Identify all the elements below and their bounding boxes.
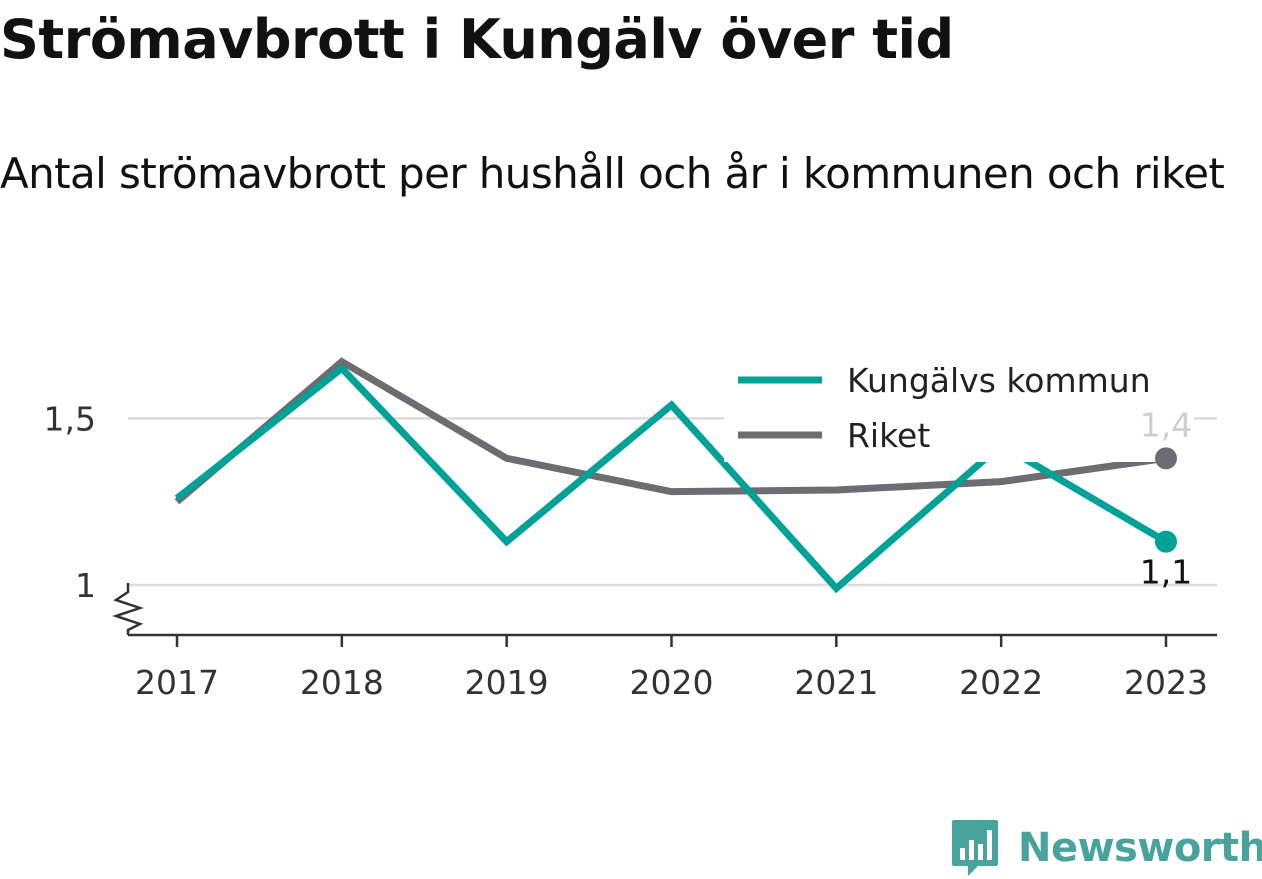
x-tick-label: 2018 bbox=[300, 663, 384, 702]
x-tick-label: 2022 bbox=[959, 663, 1043, 702]
x-tick-label: 2023 bbox=[1124, 663, 1208, 702]
x-tick-label: 2020 bbox=[630, 663, 714, 702]
legend-background bbox=[724, 352, 1194, 462]
newsworthy-branding: Newsworthy bbox=[950, 818, 1262, 878]
legend-label: Riket bbox=[847, 416, 930, 455]
end-labels: 1,1 1,4 bbox=[1140, 405, 1192, 591]
newsworthy-chart-bubble-icon bbox=[952, 820, 998, 876]
y-tick-label: 1,5 bbox=[44, 399, 96, 438]
axes: 1 1,5 2017 2018 2019 2020 2021 2022 2023 bbox=[44, 399, 1217, 702]
brand-name: Newsworthy bbox=[1018, 825, 1262, 871]
end-marker bbox=[1155, 530, 1177, 553]
x-tick-label: 2019 bbox=[465, 663, 549, 702]
end-value-label: 1,1 bbox=[1140, 553, 1192, 592]
series-line-riket bbox=[174, 357, 1167, 505]
end-marker bbox=[1155, 447, 1177, 470]
chart-title: Strömavbrott i Kungälv över tid bbox=[0, 8, 954, 71]
end-value-label: 1,4 bbox=[1140, 405, 1192, 444]
legend: Kungälvs kommun Riket bbox=[724, 352, 1194, 462]
y-axis-break bbox=[112, 583, 144, 635]
legend-label: Kungälvs kommun bbox=[847, 361, 1151, 400]
y-tick-label: 1 bbox=[75, 566, 96, 605]
x-tick-label: 2017 bbox=[135, 663, 219, 702]
x-tick-label: 2021 bbox=[794, 663, 878, 702]
chart-subtitle: Antal strömavbrott per hushåll och år i … bbox=[0, 149, 1225, 198]
